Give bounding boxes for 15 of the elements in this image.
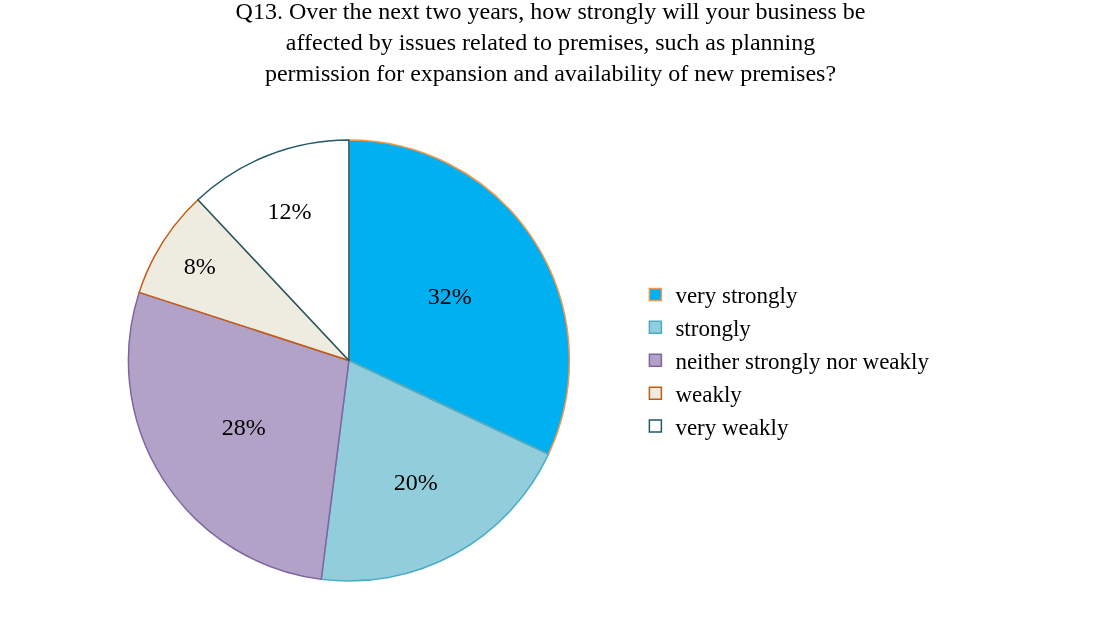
legend-label: very strongly [675,283,798,309]
pie-slice [138,199,350,362]
data-label: 28% [221,414,266,441]
data-label: 20% [393,469,438,496]
pie-slice [128,291,350,581]
data-label: 8% [183,252,216,279]
pie-slice [348,139,570,456]
chart-title: Q13. Over the next two years, how strongly will your business be affected by issues related to premises, such as planning permission for expansion and availability of new premises? [235,0,866,87]
data-label: 32% [427,283,472,310]
data-label: 12% [267,197,312,224]
legend-label: very weakly [675,415,789,441]
legend-label: weakly [675,382,743,408]
legend-label: strongly [675,316,752,342]
legend-label: neither strongly nor weakly [675,349,930,375]
pie-slice [320,359,550,582]
